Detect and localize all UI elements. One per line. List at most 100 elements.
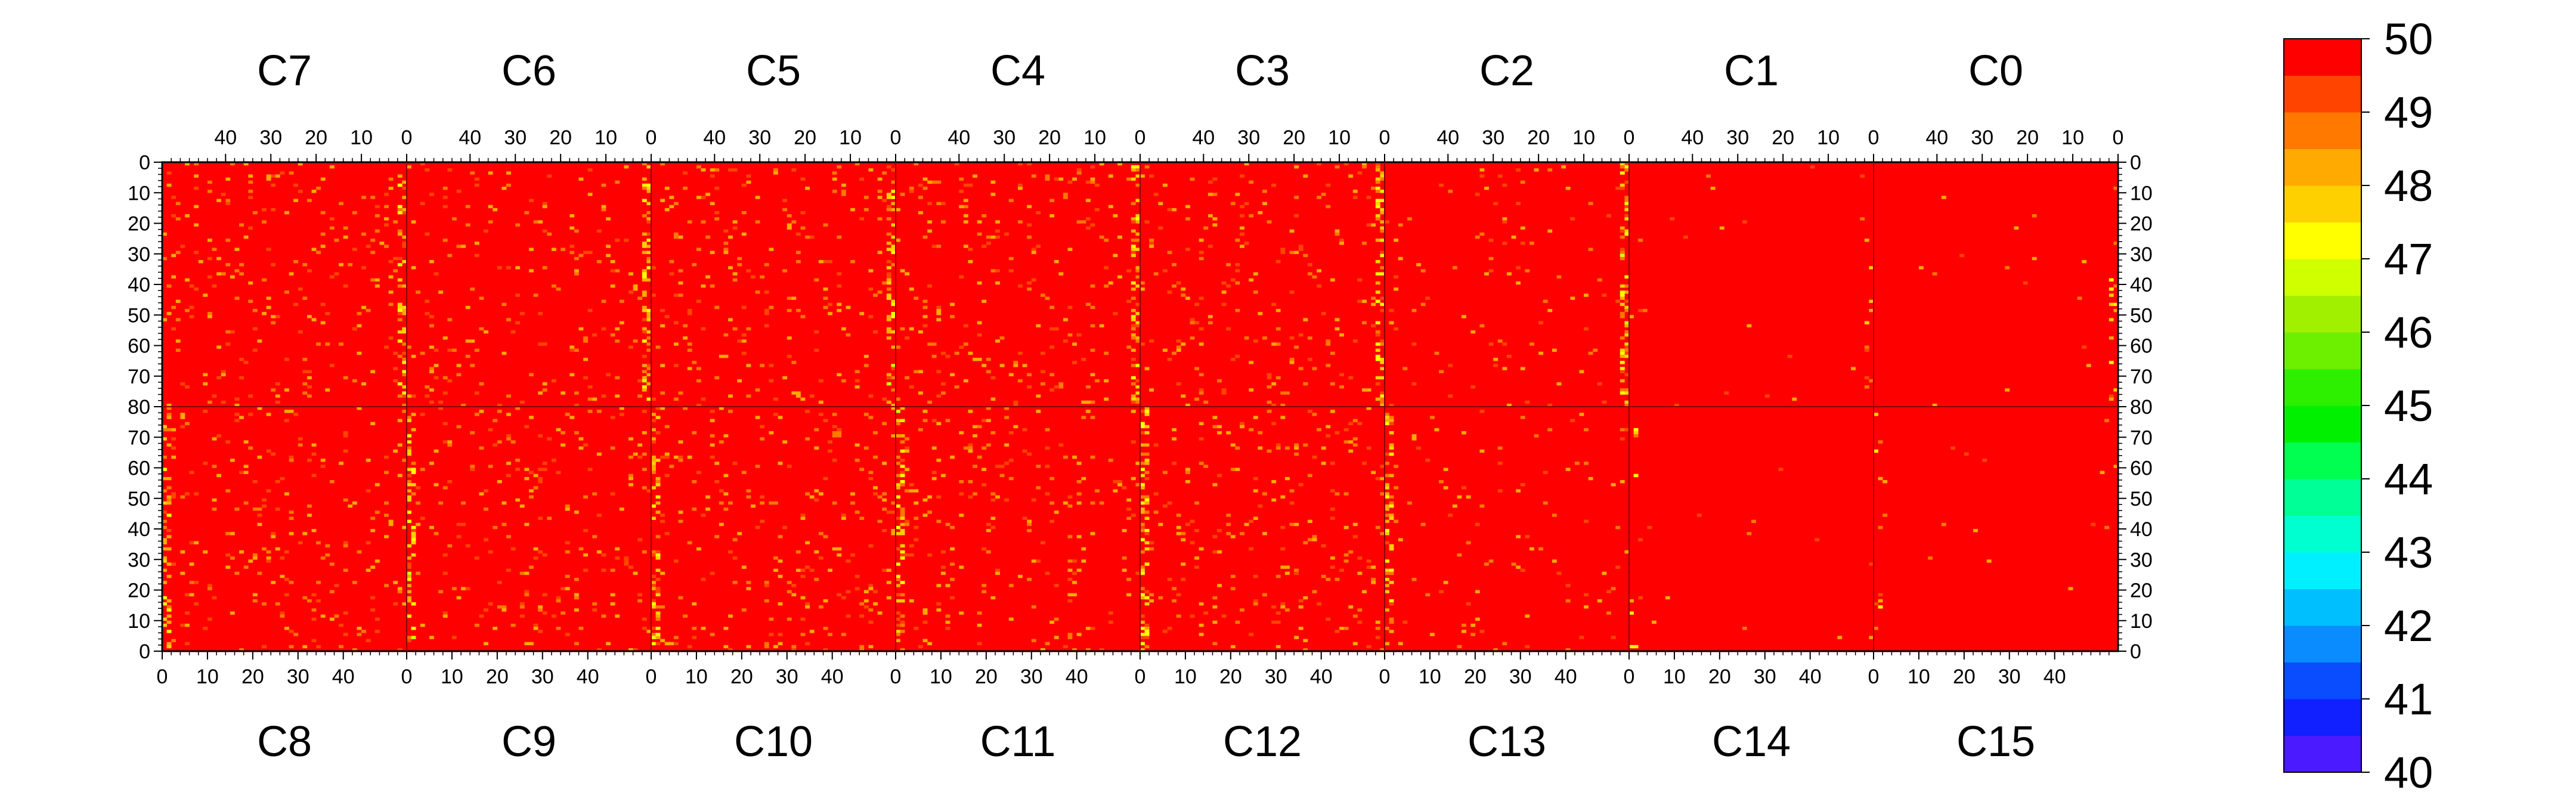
heatmap-cell — [1181, 578, 1186, 581]
heatmap-cell — [461, 244, 466, 248]
heatmap-cell — [927, 284, 933, 288]
heatmap-cell — [501, 302, 507, 307]
heatmap-cell — [533, 627, 538, 630]
heatmap-cell — [1284, 608, 1290, 612]
heatmap-cell — [1090, 400, 1095, 404]
heatmap-cell — [655, 556, 661, 560]
heatmap-cell — [402, 351, 407, 355]
heatmap-cell — [900, 480, 905, 484]
heatmap-cell — [501, 351, 507, 355]
heatmap-cell — [900, 193, 905, 196]
heatmap-cell — [886, 266, 891, 270]
heatmap-cell — [339, 645, 343, 649]
heatmap-cell — [1874, 449, 1878, 453]
heatmap-cell — [374, 559, 380, 563]
heatmap-cell — [615, 614, 620, 618]
heatmap-cell — [316, 250, 321, 255]
heatmap-cell — [1275, 309, 1281, 312]
heatmap-cell — [1013, 361, 1018, 364]
heatmap-cell — [968, 183, 973, 187]
heatmap-cell — [266, 305, 271, 309]
heatmap-cell — [918, 183, 923, 187]
bottom-x-tick-label: 40 — [821, 665, 844, 688]
heatmap-cell — [1343, 162, 1349, 166]
heatmap-cell — [660, 571, 665, 575]
heatmap-cell — [1289, 229, 1295, 233]
heatmap-cell — [397, 309, 402, 312]
heatmap-cell — [1167, 358, 1172, 361]
heatmap-cell — [1144, 443, 1150, 447]
heatmap-cell — [1683, 236, 1688, 239]
heatmap-cell — [646, 239, 652, 242]
heatmap-cell — [723, 229, 729, 233]
heatmap-cell — [642, 550, 647, 554]
heatmap-cell — [651, 293, 656, 297]
heatmap-cell — [252, 553, 258, 557]
heatmap-cell — [592, 333, 597, 337]
bottom-x-tick-label: 20 — [975, 665, 998, 688]
heatmap-cell — [646, 397, 652, 401]
heatmap-cell — [1045, 465, 1050, 468]
heatmap-cell — [1321, 193, 1326, 196]
heatmap-cell — [741, 333, 747, 337]
heatmap-cell — [909, 287, 914, 291]
heatmap-cell — [660, 162, 665, 166]
heatmap-cell — [243, 361, 249, 364]
heatmap-cell — [470, 364, 475, 367]
heatmap-cell — [669, 465, 674, 468]
heatmap-cell — [905, 446, 910, 450]
heatmap-cell — [538, 630, 543, 633]
heatmap-cell — [587, 410, 593, 413]
heatmap-cell — [407, 495, 411, 499]
heatmap-cell — [778, 535, 783, 538]
heatmap-cell — [1620, 480, 1625, 484]
heatmap-cell — [171, 562, 177, 566]
heatmap-cell — [728, 501, 733, 505]
heatmap-cell — [420, 202, 425, 206]
heatmap-cell — [1067, 599, 1073, 603]
heatmap-cell — [234, 419, 240, 422]
heatmap-cell — [533, 623, 538, 627]
heatmap-cell — [1212, 425, 1218, 429]
heatmap-cell — [782, 376, 788, 380]
heatmap-cell — [162, 596, 167, 600]
heatmap-cell — [940, 550, 946, 554]
heatmap-cell — [1443, 468, 1448, 471]
top-x-tick-label: 20 — [794, 126, 816, 149]
heatmap-cell — [1375, 627, 1380, 630]
heatmap-cell — [1027, 578, 1032, 581]
heatmap-cell — [963, 183, 968, 187]
heatmap-cell — [732, 272, 738, 275]
heatmap-cell — [388, 187, 394, 190]
heatmap-cell — [678, 236, 683, 239]
colorbar-band — [2284, 515, 2361, 553]
heatmap-cell — [1054, 327, 1059, 331]
heatmap-cell — [714, 211, 720, 215]
heatmap-cell — [166, 605, 172, 609]
top-x-tick-label: 40 — [1681, 126, 1704, 149]
heatmap-cell — [393, 367, 398, 370]
heatmap-cell — [1303, 253, 1308, 258]
heatmap-cell — [465, 544, 470, 548]
heatmap-cell — [1131, 253, 1136, 258]
heatmap-cell — [660, 456, 665, 459]
heatmap-cell — [683, 407, 688, 410]
bottom-x-tick-label: 30 — [287, 665, 309, 688]
heatmap-cell — [397, 284, 402, 288]
heatmap-cell — [357, 550, 362, 554]
heatmap-cell — [1516, 281, 1521, 285]
heatmap-cell — [1058, 177, 1064, 181]
heatmap-cell — [1117, 275, 1122, 279]
heatmap-cell — [357, 407, 362, 410]
heatmap-cell — [1633, 473, 1639, 478]
heatmap-cell — [374, 510, 380, 514]
heatmap-cell — [1113, 312, 1118, 315]
heatmap-cell — [628, 290, 633, 294]
heatmap-cell — [1326, 364, 1331, 367]
heatmap-cell — [1226, 431, 1231, 435]
heatmap-cell — [741, 608, 747, 612]
heatmap-cell — [1190, 519, 1195, 524]
heatmap-cell — [624, 556, 629, 560]
heatmap-cell — [687, 220, 692, 224]
heatmap-cell — [388, 290, 394, 294]
